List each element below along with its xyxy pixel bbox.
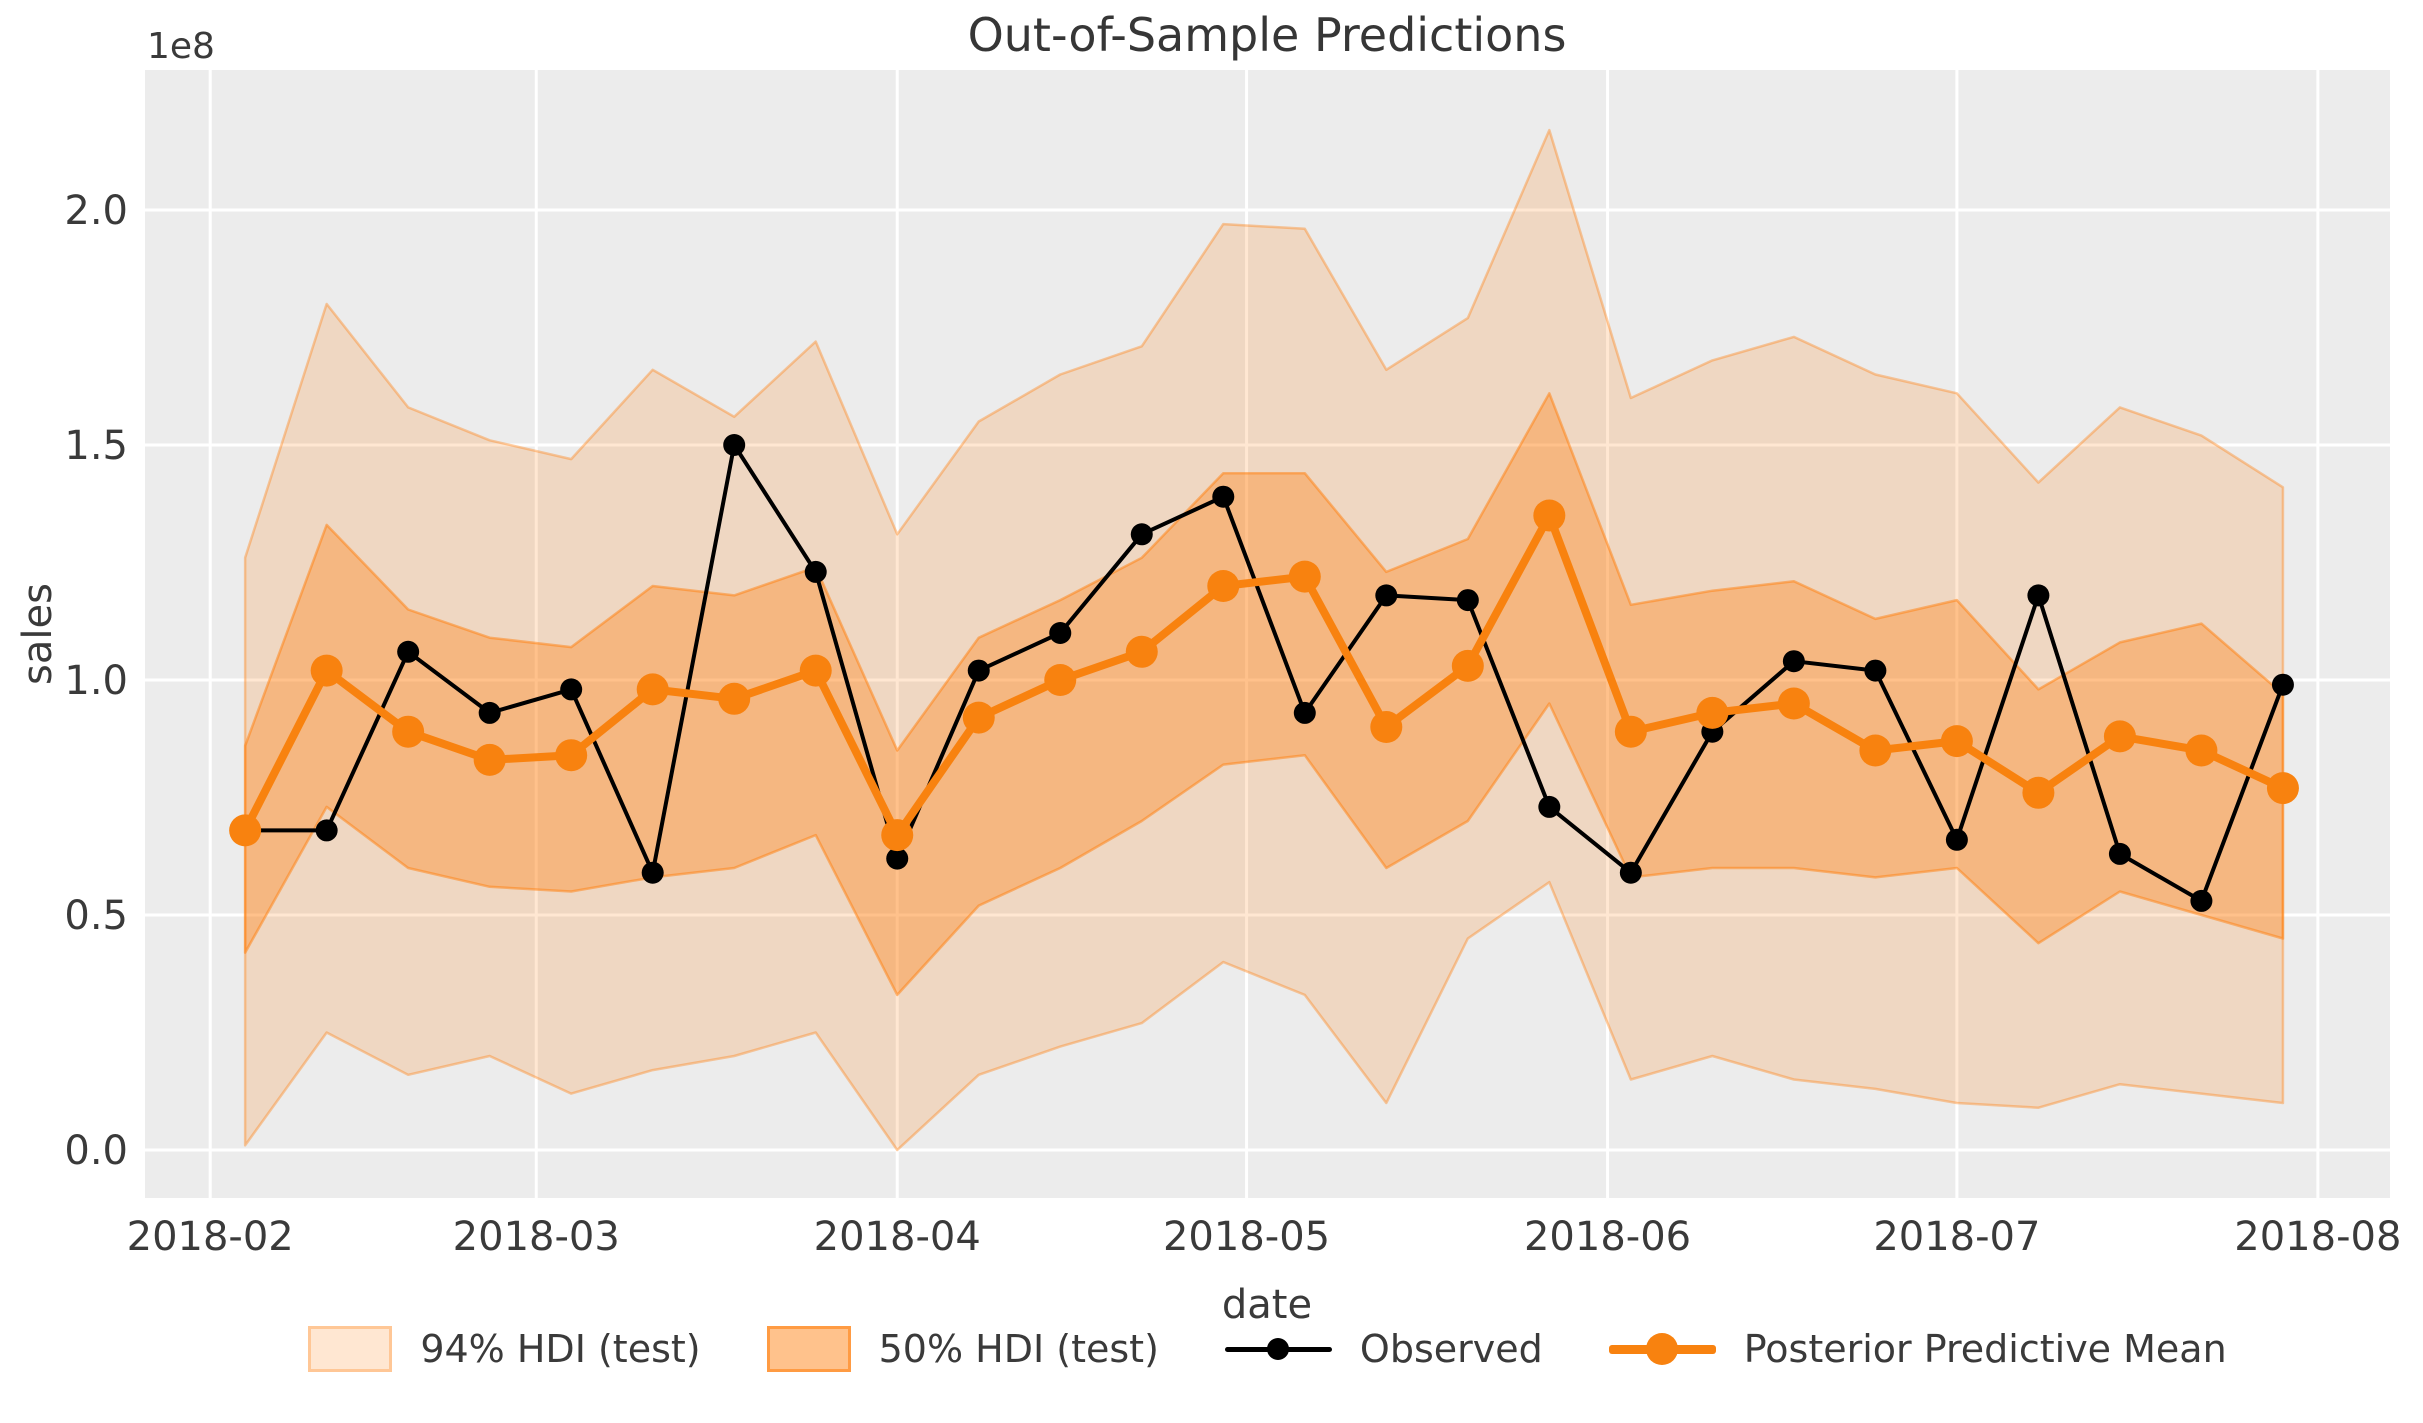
posterior-mean-line-marker [2103,720,2136,753]
legend-marker-dot [1646,1333,1679,1365]
x-tick-label: 2018-02 [127,1214,294,1260]
observed-line-marker [2027,584,2050,607]
observed-line-marker-icon [1224,1332,1332,1366]
observed-line-marker [1375,584,1398,607]
legend-label: 94% HDI (test) [420,1327,701,1371]
plot-area [145,70,2390,1198]
y-axis-offset-text: 1e8 [147,26,215,67]
posterior-mean-line-marker [2266,772,2299,805]
observed-line-marker [1130,523,1153,546]
x-tick-label: 2018-06 [1524,1214,1691,1260]
posterior-mean-line-marker [636,673,669,706]
y-tick-label: 1.5 [64,423,128,469]
posterior-mean-line-marker [1207,570,1240,602]
observed-line-marker [2271,673,2294,696]
observed-line-marker [1049,622,1072,644]
observed-line-marker [1945,828,1968,851]
observed-line-marker [723,434,746,456]
observed-line-marker [1782,650,1805,673]
posterior-mean-line-marker [229,814,262,847]
posterior-mean-line-marker [718,682,751,715]
posterior-mean-line-marker [962,701,995,734]
x-tick-label: 2018-05 [1163,1214,1330,1260]
observed-line-marker [967,659,990,682]
posterior-mean-line-marker [1696,696,1729,729]
posterior-mean-line-marker [1614,715,1647,748]
legend-label: 50% HDI (test) [878,1327,1159,1371]
posterior-mean-line-marker [392,715,425,748]
posterior-mean-line-marker [881,819,914,852]
legend-item-hdi94: 94% HDI (test) [308,1326,701,1372]
posterior-mean-line-marker [799,654,832,687]
observed-line-marker [1864,659,1887,682]
observed-line [245,443,2285,903]
posterior-mean-line-marker [473,743,506,776]
legend-marker-dot [1267,1338,1290,1360]
posterior-mean-line-marker [555,739,588,772]
posterior-mean-line-marker-icon [1608,1332,1716,1366]
observed-line-marker [315,819,338,842]
observed-line-marker [641,861,664,884]
legend-item-posterior-mean: Posterior Predictive Mean [1608,1327,2227,1371]
observed-line-marker [1619,861,1642,884]
x-tick-label: 2018-03 [453,1214,620,1260]
legend-item-observed: Observed [1224,1327,1543,1371]
hdi50-band [243,392,2285,997]
legend-label: Posterior Predictive Mean [1743,1327,2227,1371]
y-tick-label: 0.0 [64,1128,128,1174]
y-tick-label: 1.0 [64,658,128,704]
chart-title: Out-of-Sample Predictions [967,8,1567,62]
posterior-mean-line-marker [1533,499,1566,532]
posterior-mean-line-marker [1859,734,1892,767]
observed-line-marker [1293,701,1316,724]
legend-label: Observed [1359,1327,1543,1371]
observed-line-marker [1538,795,1561,818]
hdi94-patch-icon [308,1326,393,1372]
posterior-mean-line-marker [1370,711,1403,743]
observed-line-marker [478,701,501,724]
observed-line-marker [397,640,420,663]
posterior-mean-line-marker [1125,635,1158,668]
observed-line-marker [2108,842,2131,865]
posterior-mean-line-marker [1777,687,1810,720]
observed-line-marker [886,847,909,870]
observed-line-marker [2190,889,2213,912]
posterior-mean-line-marker [310,654,343,687]
x-tick-label: 2018-08 [2234,1214,2401,1260]
posterior-mean-line-marker [2185,734,2218,767]
observed-line-marker [804,560,827,583]
y-tick-label: 2.0 [64,188,128,234]
posterior-mean-line-marker [1940,725,1973,758]
posterior-mean-line-marker [1044,664,1077,696]
posterior-mean-line-marker [2022,776,2055,809]
posterior-mean-line-marker [1451,649,1484,682]
observed-line-marker [560,678,583,701]
observed-line-marker [1212,485,1235,508]
hdi50-patch-icon [766,1326,851,1372]
observed-line-marker [1456,589,1479,612]
legend: 94% HDI (test) 50% HDI (test) Observed P… [145,1326,2390,1372]
x-axis-label: date [1221,1282,1313,1328]
posterior-mean-line-marker [1288,560,1321,593]
x-tick-label: 2018-07 [1873,1214,2040,1260]
legend-item-hdi50: 50% HDI (test) [766,1326,1159,1372]
x-tick-label: 2018-04 [814,1214,981,1260]
y-tick-label: 0.5 [64,893,128,939]
hdi94-band [243,128,2285,1152]
